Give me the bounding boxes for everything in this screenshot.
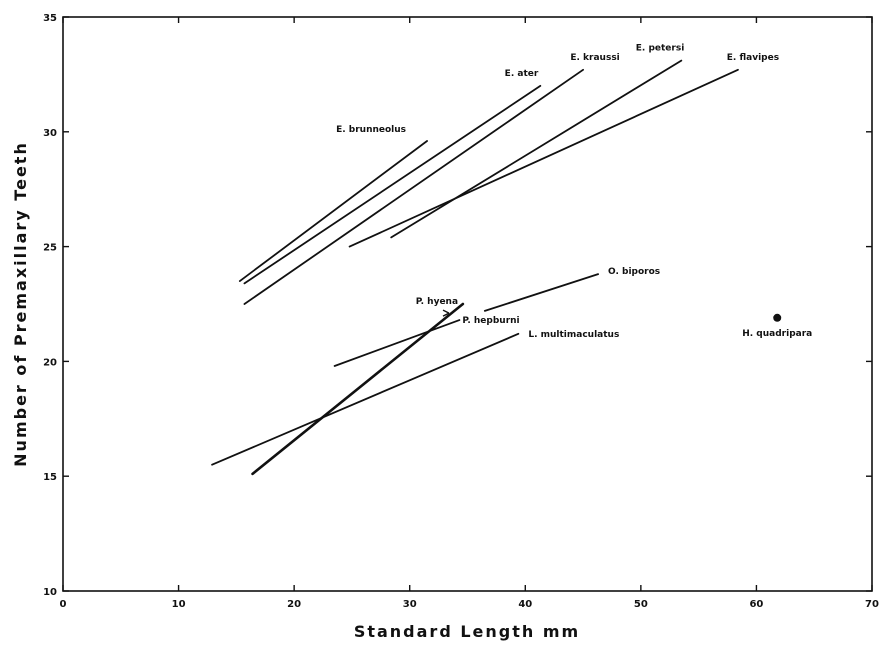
x-tick-label-70: 70 [865,599,879,610]
line-p-hepburni [333,319,461,367]
label-e-flavipes: E. flavipes [727,53,779,63]
label-e-ater: E. ater [505,69,539,79]
series-layer [211,59,782,476]
label-p-hepburni: P. hepburni [462,316,519,326]
label-l-multimaculatus: L. multimaculatus [528,330,619,340]
line-e-ater [243,84,542,285]
y-tick-label-15: 15 [43,472,57,483]
y-tick-label-10: 10 [43,587,57,598]
y-tick-label-20: 20 [43,357,57,368]
line-e-brunneolus [238,140,428,282]
x-axis-ticks: 0 10 20 30 40 50 60 70 [60,17,879,610]
x-axis-title: Standard Length mm [354,622,580,641]
plot-frame [62,16,873,592]
x-tick-label-50: 50 [634,599,648,610]
y-axis-ticks: 10 15 20 25 30 35 [43,13,872,598]
point-h-quadripara [773,313,782,322]
label-e-kraussi: E. kraussi [570,53,619,63]
arrow-hepburni [442,309,450,317]
line-o-biporos [483,273,599,312]
x-tick-label-0: 0 [60,599,67,610]
y-tick-label-30: 30 [43,128,57,139]
series-labels: E. brunneolus E. ater E. kraussi E. petersi… [336,44,812,340]
line-e-flavipes [348,68,739,248]
x-tick-label-40: 40 [518,599,532,610]
label-o-biporos: O. biporos [608,267,660,277]
x-tick-label-20: 20 [287,599,301,610]
label-p-hyena: P. hyena [416,297,458,307]
line-e-petersi [390,59,683,239]
line-l-multimaculatus [211,332,520,466]
y-axis-title: Number of Premaxillary Teeth [11,141,30,467]
y-tick-label-35: 35 [43,13,57,24]
x-tick-label-60: 60 [749,599,763,610]
label-e-brunneolus: E. brunneolus [336,125,406,135]
label-h-quadripara: H. quadripara [742,329,812,339]
x-tick-label-30: 30 [403,599,417,610]
y-tick-label-25: 25 [43,243,57,254]
line-e-kraussi [243,68,584,305]
x-tick-label-10: 10 [172,599,186,610]
label-e-petersi: E. petersi [636,44,685,54]
